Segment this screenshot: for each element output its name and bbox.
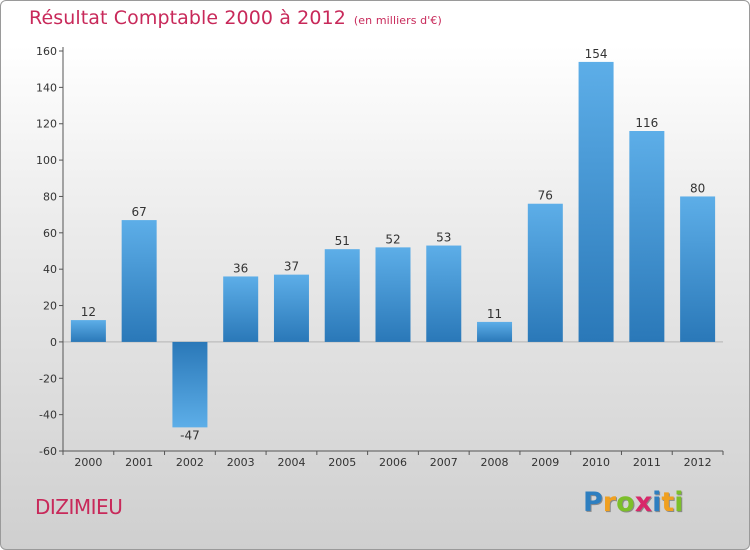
bar-2006 xyxy=(375,247,411,342)
bar-value-label: 154 xyxy=(585,47,608,61)
bar-2001 xyxy=(121,220,157,342)
bar-2008 xyxy=(477,321,513,342)
bar-value-label: 76 xyxy=(538,189,553,203)
brand-letter: t xyxy=(661,487,675,518)
chart-subtitle: (en milliers d'€) xyxy=(353,14,442,27)
bar-2004 xyxy=(273,274,309,342)
bar-value-label: -47 xyxy=(180,428,200,442)
bar-2002 xyxy=(172,341,208,428)
x-tick-label: 2004 xyxy=(277,456,305,469)
y-tick-label: 140 xyxy=(36,81,57,94)
bar-2012 xyxy=(680,196,716,342)
brand-letter: i xyxy=(674,487,684,518)
bar-value-label: 12 xyxy=(81,305,96,319)
x-tick-label: 2006 xyxy=(379,456,407,469)
brand-logo: Proxiti xyxy=(583,487,684,518)
bar-value-label: 80 xyxy=(690,181,705,195)
x-tick-label: 2011 xyxy=(633,456,661,469)
brand-letter: P xyxy=(583,487,603,518)
y-tick-label: 20 xyxy=(43,300,57,313)
y-tick-label: 120 xyxy=(36,118,57,131)
y-tick-label: -60 xyxy=(39,445,57,458)
x-tick-label: 2001 xyxy=(125,456,153,469)
bar-value-label: 11 xyxy=(487,307,502,321)
bar-2003 xyxy=(223,276,259,342)
x-tick-label: 2008 xyxy=(481,456,509,469)
x-tick-label: 2005 xyxy=(328,456,356,469)
brand-letter: i xyxy=(652,487,662,518)
x-tick-label: 2010 xyxy=(582,456,610,469)
brand-letter: x xyxy=(634,487,653,518)
y-tick-label: 40 xyxy=(43,263,57,276)
bar-2000 xyxy=(70,320,106,342)
chart-title: Résultat Comptable 2000 à 2012 (en millie… xyxy=(29,7,442,29)
place-name: DIZIMIEU xyxy=(35,495,123,519)
bar-2010 xyxy=(578,61,614,342)
x-tick-label: 2009 xyxy=(531,456,559,469)
x-tick-label: 2012 xyxy=(684,456,712,469)
x-tick-label: 2007 xyxy=(430,456,458,469)
bar-2007 xyxy=(426,245,462,342)
bar-value-label: 37 xyxy=(284,260,299,274)
y-tick-label: -20 xyxy=(39,372,57,385)
bar-value-label: 51 xyxy=(335,234,350,248)
x-tick-label: 2000 xyxy=(74,456,102,469)
y-tick-label: -40 xyxy=(39,409,57,422)
y-tick-label: 160 xyxy=(36,45,57,58)
chart-title-text: Résultat Comptable 2000 à 2012 xyxy=(29,7,346,29)
brand-letter: o xyxy=(616,487,635,518)
y-tick-label: 80 xyxy=(43,190,57,203)
y-tick-label: 60 xyxy=(43,227,57,240)
brand-letter: r xyxy=(602,487,617,518)
bar-value-label: 52 xyxy=(385,232,400,246)
y-tick-label: 100 xyxy=(36,154,57,167)
bar-value-label: 36 xyxy=(233,261,248,275)
bar-2009 xyxy=(527,203,563,342)
bar-value-label: 116 xyxy=(635,116,658,130)
x-tick-label: 2003 xyxy=(227,456,255,469)
bar-value-label: 67 xyxy=(132,205,147,219)
bar-value-label: 53 xyxy=(436,231,451,245)
bar-2005 xyxy=(324,249,360,342)
x-tick-label: 2002 xyxy=(176,456,204,469)
bar-2011 xyxy=(629,131,665,342)
y-tick-label: 0 xyxy=(50,336,57,349)
